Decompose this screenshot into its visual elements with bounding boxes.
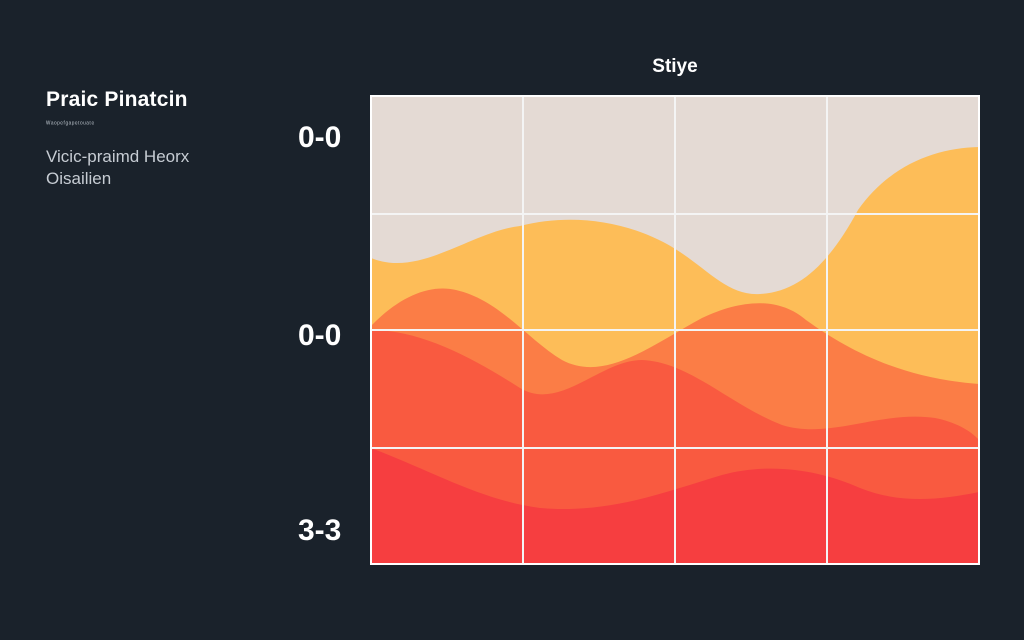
left-panel: Praic Pinatcin ᵂᵃᵒᵖᵉᶠᵍᵃᵖᵉᵗᵒᵘᵃᵗᵉ Vicic-pr… [46,88,286,190]
plot-frame [370,95,980,565]
y-tick-label-middle: 0-0 [298,319,342,352]
panel-description-line-2: Oisailien [46,169,112,188]
y-tick-label-bottom: 3-3 [298,514,342,547]
y-tick-label-top: 0-0 [298,121,342,154]
panel-description-line-1: Vicic-praimd Heorx [46,147,190,166]
grid-lines [371,96,979,564]
chart-title: Stiye [652,56,698,77]
panel-tagline: ᵂᵃᵒᵖᵉᶠᵍᵃᵖᵉᵗᵒᵘᵃᵗᵉ [46,121,95,128]
page-title: Praic Pinatcin [46,88,188,111]
panel-description: Vicic-praimd Heorx Oisailien [46,146,286,190]
